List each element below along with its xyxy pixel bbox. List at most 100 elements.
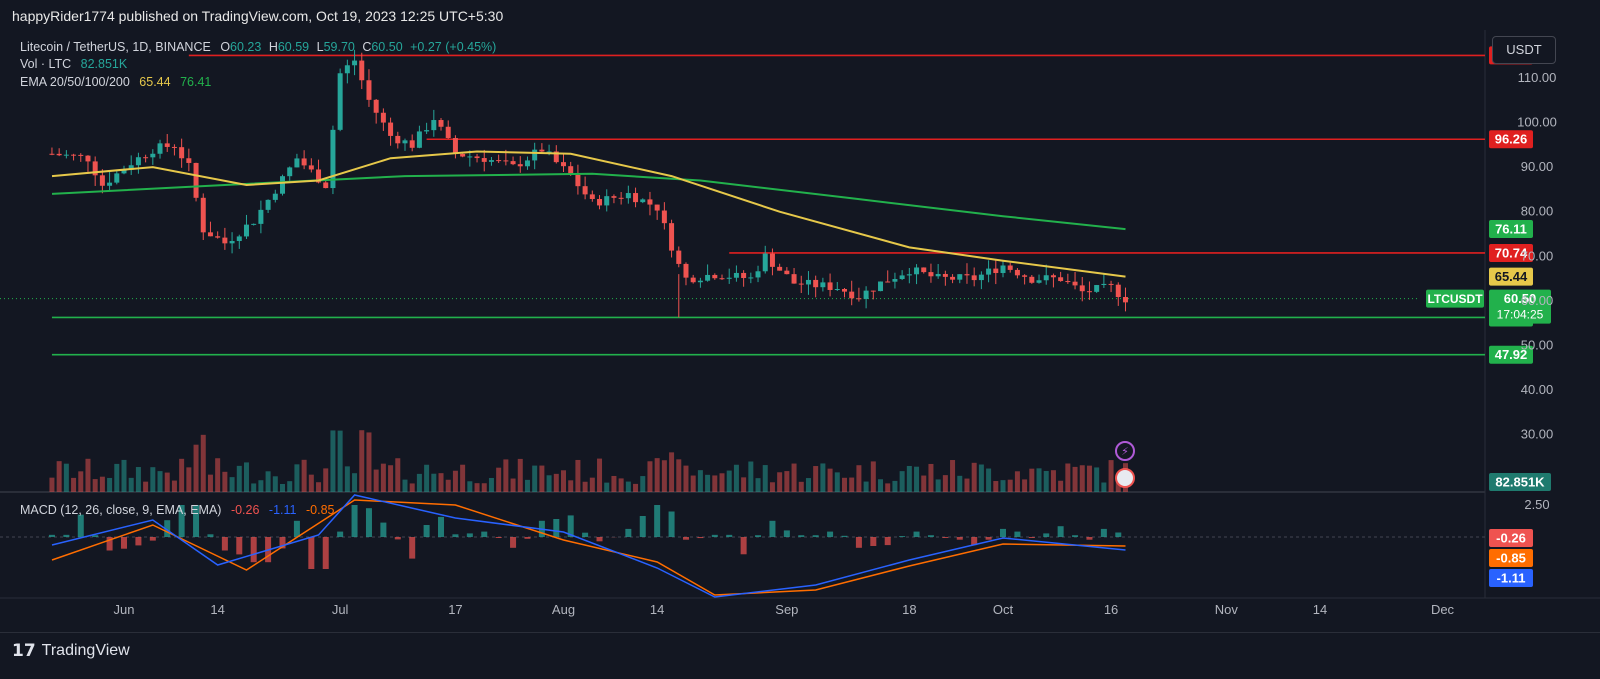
time-tick-label: 17 [448, 602, 462, 617]
volume-bar [453, 471, 458, 492]
candle-body [136, 157, 141, 165]
candle-body [251, 224, 256, 225]
volume-bar [1094, 467, 1099, 492]
macd-histogram-bar [769, 521, 775, 537]
ema200-line [52, 174, 1126, 229]
macd-histogram-bar [597, 537, 603, 541]
candle-body [575, 175, 580, 186]
candle-body [78, 155, 83, 156]
candle-body [856, 298, 861, 299]
volume-bar [302, 460, 307, 492]
candle-body [467, 156, 472, 157]
volume-bar [705, 475, 710, 492]
macd-histogram-bar [553, 519, 559, 537]
volume-bar [770, 482, 775, 492]
time-tick-label: Aug [552, 602, 575, 617]
currency-button[interactable]: USDT [1492, 36, 1556, 64]
volume-bar [107, 478, 112, 492]
volume-bar [345, 466, 350, 492]
volume-bar [820, 463, 825, 492]
candle-body [1044, 275, 1049, 280]
volume-bar [835, 472, 840, 492]
macd-histogram-bar [207, 534, 213, 537]
candle-body [777, 267, 782, 271]
candle-body [482, 158, 487, 162]
candle-body [590, 194, 595, 199]
candle-body [936, 274, 941, 276]
countdown-label: 17:04:25 [1497, 308, 1544, 322]
macd-label[interactable]: MACD (12, 26, close, 9, EMA, EMA) [20, 503, 221, 517]
low-value: 59.70 [324, 40, 355, 54]
open-label: O [220, 40, 230, 54]
candle-body [1094, 285, 1099, 292]
volume-bar [864, 482, 869, 492]
volume-bar [878, 479, 883, 492]
volume-bar [1073, 467, 1078, 492]
candle-body [1015, 270, 1020, 275]
candle-body [57, 154, 62, 155]
volume-bar [330, 430, 335, 492]
candle-body [561, 162, 566, 166]
candle-body [345, 65, 350, 73]
candle-body [388, 123, 393, 136]
macd-line-value: -1.11 [269, 503, 297, 517]
macd-histogram-bar [899, 536, 905, 537]
volume-bar [979, 464, 984, 492]
time-tick-label: 14 [210, 602, 224, 617]
ema-label[interactable]: EMA 20/50/100/200 [20, 75, 130, 89]
candle-body [172, 147, 177, 148]
volume-bar [525, 480, 530, 492]
volume-bar [676, 459, 681, 492]
volume-bar [129, 478, 134, 492]
candles [49, 50, 1128, 318]
candle-body [359, 61, 364, 81]
price-tick-label: 30.00 [1521, 427, 1554, 442]
candle-body [914, 267, 919, 274]
candle-body [280, 176, 285, 194]
volume-bar [172, 481, 177, 492]
candle-body [309, 165, 314, 169]
candle-body [741, 273, 746, 278]
volume-bar [78, 471, 83, 492]
published-bar: happyRider1774 published on TradingView.… [0, 0, 1600, 32]
time-tick-label: 18 [902, 602, 916, 617]
candle-body [460, 154, 465, 157]
volume-bar [417, 474, 422, 492]
volume-label[interactable]: Vol · LTC [20, 57, 71, 71]
candle-body [424, 130, 429, 131]
macd-histogram-bar [337, 532, 343, 537]
volume-bar [539, 466, 544, 492]
macd-histogram-bar [1029, 537, 1035, 538]
candle-body [410, 140, 415, 147]
volume-bar [338, 431, 343, 492]
volume-bar [532, 466, 537, 492]
volume-bar [309, 475, 314, 492]
macd-histogram-bar [438, 517, 444, 537]
volume-bar [114, 464, 119, 492]
symbol-title[interactable]: Litecoin / TetherUS, 1D, BINANCE [20, 40, 211, 54]
candle-body [496, 160, 501, 161]
volume-bar [1022, 479, 1027, 492]
candle-body [1087, 291, 1092, 292]
volume-bar [1037, 468, 1042, 492]
volume-bar [158, 471, 163, 492]
candle-body [734, 273, 739, 278]
volume-bar [402, 480, 407, 492]
legend-symbol-row: Litecoin / TetherUS, 1D, BINANCE O60.23 … [20, 40, 496, 54]
volume-bar [294, 464, 299, 492]
volume-bar [604, 483, 609, 492]
macd-histogram-bar [236, 537, 242, 554]
chart-canvas[interactable]: 115.0796.2670.7456.2847.9276.1165.4460.5… [0, 30, 1600, 632]
time-tick-label: Dec [1431, 602, 1455, 617]
volume-bar [136, 467, 141, 492]
candle-body [366, 80, 371, 100]
candle-body [799, 284, 804, 285]
volume-bar [1044, 471, 1049, 492]
volume-bar [179, 459, 184, 492]
volume-bar [122, 460, 127, 492]
volume-bar [194, 445, 199, 492]
change-value: +0.27 (+0.45%) [410, 40, 496, 54]
